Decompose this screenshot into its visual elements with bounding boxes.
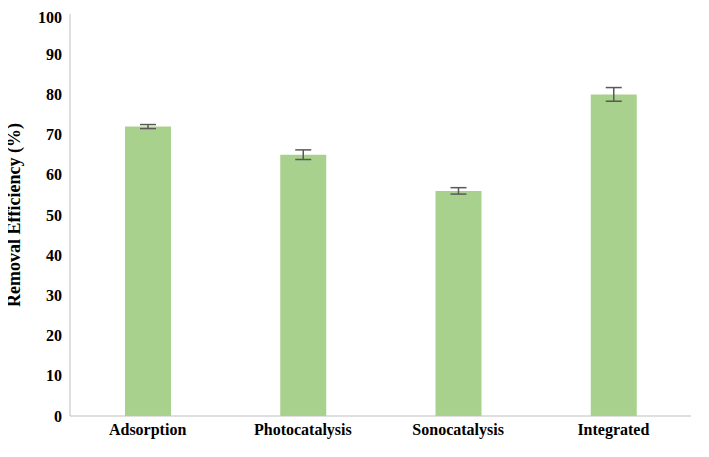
svg-text:10: 10 [46,367,62,384]
svg-text:Integrated: Integrated [577,421,649,439]
svg-text:100: 100 [38,9,62,26]
svg-text:Photocatalysis: Photocatalysis [254,421,352,439]
svg-text:20: 20 [46,327,62,344]
svg-text:Removal Efficiency (%): Removal Efficiency (%) [8,123,25,307]
svg-text:40: 40 [46,247,62,264]
svg-text:30: 30 [46,287,62,304]
svg-text:Sonocatalysis: Sonocatalysis [412,421,504,439]
svg-text:80: 80 [46,86,62,103]
svg-text:70: 70 [46,126,62,143]
svg-text:60: 60 [46,166,62,183]
svg-text:50: 50 [46,207,62,224]
svg-text:90: 90 [46,46,62,63]
svg-text:Adsorption: Adsorption [109,421,186,439]
svg-text:0: 0 [54,408,62,425]
